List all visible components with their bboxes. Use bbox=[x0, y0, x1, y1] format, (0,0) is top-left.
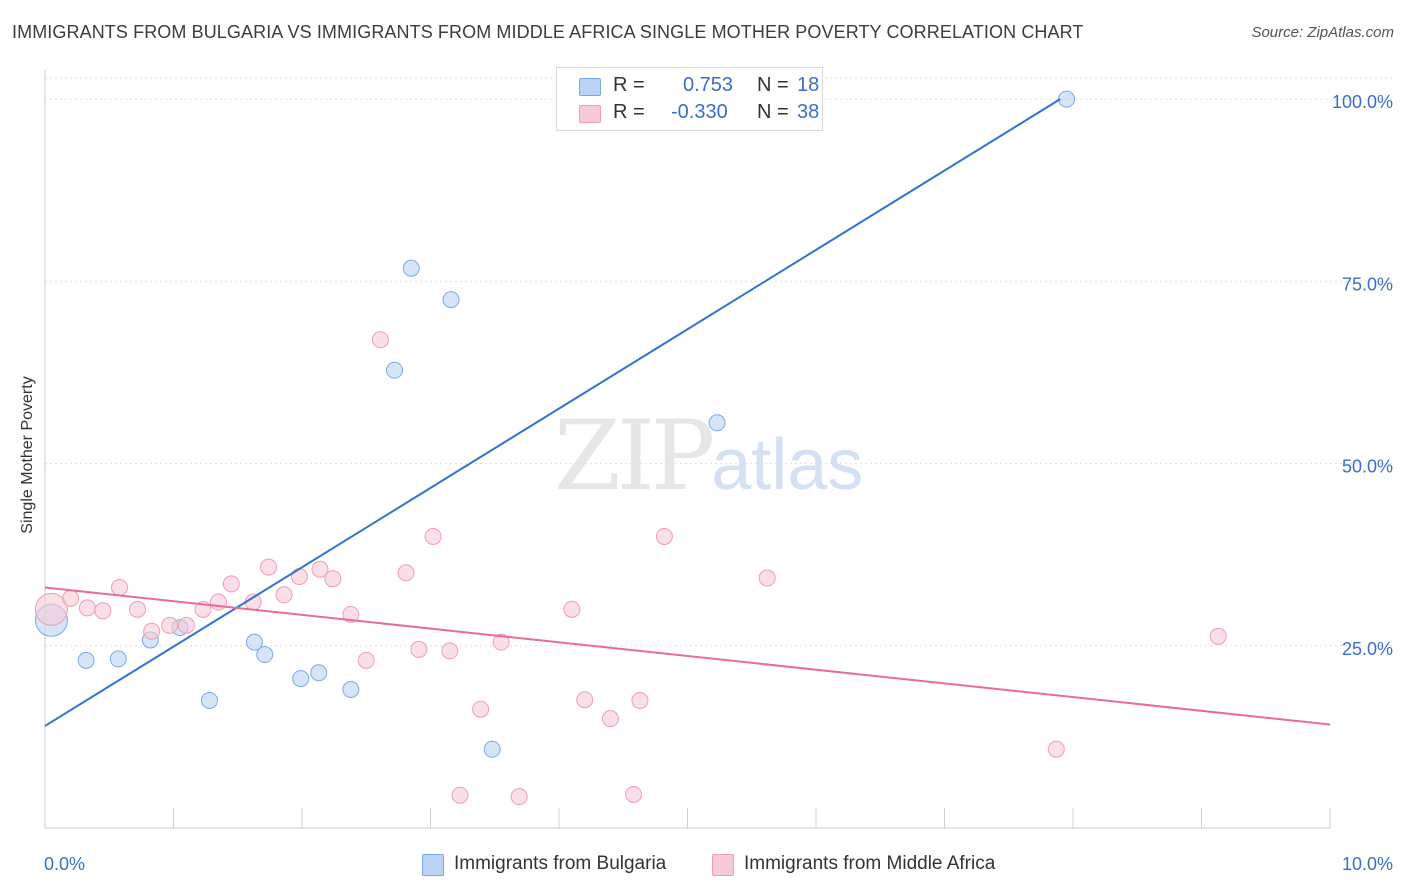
middle-africa-trend-line bbox=[44, 586, 1331, 726]
bottom-legend-bulgaria: Immigrants from Bulgaria bbox=[422, 852, 692, 878]
middle-africa-point bbox=[161, 616, 179, 634]
middle-africa-point bbox=[441, 642, 459, 660]
middle-africa-point bbox=[1047, 740, 1065, 758]
middle-africa-point bbox=[397, 564, 415, 582]
y-tick-label: 75.0% bbox=[1342, 274, 1393, 294]
correlation-legend: R = 0.753 N = 18 R = -0.330 N = 38 bbox=[556, 67, 823, 131]
bulgaria-trend-line bbox=[44, 98, 1061, 727]
chart-title: IMMIGRANTS FROM BULGARIA VS IMMIGRANTS F… bbox=[12, 22, 1084, 42]
bottom-legend-swatch-pink bbox=[712, 854, 734, 876]
bulgaria-point bbox=[1058, 90, 1076, 108]
bottom-legend-middle-africa: Immigrants from Middle Africa bbox=[712, 852, 1032, 878]
watermark: ZIPatlas bbox=[554, 400, 863, 512]
x-tick-label: 10.0% bbox=[1342, 854, 1393, 874]
middle-africa-point bbox=[510, 788, 528, 806]
middle-africa-point bbox=[1209, 627, 1227, 645]
legend-swatch-blue bbox=[579, 78, 601, 96]
watermark-atlas: atlas bbox=[711, 425, 864, 505]
middle-africa-point bbox=[410, 640, 428, 658]
legend-n-value: 18 bbox=[797, 74, 820, 96]
middle-africa-point bbox=[655, 527, 673, 545]
middle-africa-point bbox=[371, 331, 389, 349]
middle-africa-point bbox=[576, 691, 594, 709]
bulgaria-point bbox=[109, 650, 127, 668]
middle-africa-point bbox=[625, 785, 643, 803]
bottom-legend-swatch-blue bbox=[422, 854, 444, 876]
bottom-legend-label: Immigrants from Middle Africa bbox=[744, 853, 996, 874]
middle-africa-point bbox=[472, 700, 490, 718]
middle-africa-point bbox=[601, 710, 619, 728]
middle-africa-point bbox=[222, 575, 240, 593]
legend-r-value: 0.753 bbox=[683, 74, 734, 96]
middle-africa-point bbox=[758, 569, 776, 587]
bulgaria-point bbox=[386, 361, 404, 379]
middle-africa-point bbox=[111, 578, 129, 596]
middle-africa-point bbox=[424, 527, 442, 545]
legend-row-bulgaria: R = 0.753 N = 18 bbox=[579, 74, 819, 100]
bulgaria-point bbox=[310, 664, 328, 682]
bulgaria-point bbox=[77, 651, 95, 669]
middle-africa-point bbox=[492, 633, 510, 651]
y-tick-label: 100.0% bbox=[1332, 92, 1393, 112]
source-label: Source: ZipAtlas.com bbox=[1251, 24, 1394, 41]
middle-africa-point bbox=[631, 691, 649, 709]
y-tick-label: 50.0% bbox=[1342, 457, 1393, 477]
x-tick-label: 0.0% bbox=[44, 854, 85, 874]
bottom-legend-label: Immigrants from Bulgaria bbox=[454, 853, 667, 874]
bulgaria-point bbox=[442, 291, 460, 309]
middle-africa-point bbox=[78, 599, 96, 617]
bulgaria-point bbox=[245, 633, 263, 651]
bulgaria-point bbox=[292, 670, 310, 688]
middle-africa-point bbox=[94, 602, 112, 620]
bulgaria-point bbox=[200, 691, 218, 709]
middle-africa-point bbox=[342, 605, 360, 623]
legend-r-value: -0.330 bbox=[671, 101, 728, 123]
middle-africa-point bbox=[275, 586, 293, 604]
legend-swatch-pink bbox=[579, 105, 601, 123]
bulgaria-point bbox=[342, 681, 360, 699]
legend-n-label: N = bbox=[757, 101, 789, 123]
middle-africa-point bbox=[290, 568, 308, 586]
middle-africa-point bbox=[260, 558, 278, 576]
legend-r-label: R = bbox=[613, 101, 645, 123]
middle-africa-point bbox=[177, 616, 195, 634]
middle-africa-point bbox=[311, 560, 329, 578]
watermark-zip: ZIP bbox=[554, 400, 715, 512]
middle-africa-point bbox=[324, 570, 342, 588]
bulgaria-point bbox=[708, 414, 726, 432]
middle-africa-point bbox=[143, 622, 161, 640]
middle-africa-point bbox=[209, 593, 227, 611]
legend-r-label: R = bbox=[613, 74, 645, 96]
y-tick-label: 25.0% bbox=[1342, 639, 1393, 659]
bulgaria-point bbox=[256, 646, 274, 664]
middle-africa-point bbox=[357, 651, 375, 669]
middle-africa-point bbox=[129, 600, 147, 618]
legend-n-label: N = bbox=[757, 74, 789, 96]
middle-africa-point bbox=[451, 786, 469, 804]
legend-n-value: 38 bbox=[797, 101, 820, 123]
legend-row-middle-africa: R = -0.330 N = 38 bbox=[579, 101, 819, 127]
middle-africa-point bbox=[62, 589, 80, 607]
middle-africa-point bbox=[34, 592, 68, 626]
middle-africa-point bbox=[563, 600, 581, 618]
bulgaria-point bbox=[483, 740, 501, 758]
bulgaria-point bbox=[402, 259, 420, 277]
